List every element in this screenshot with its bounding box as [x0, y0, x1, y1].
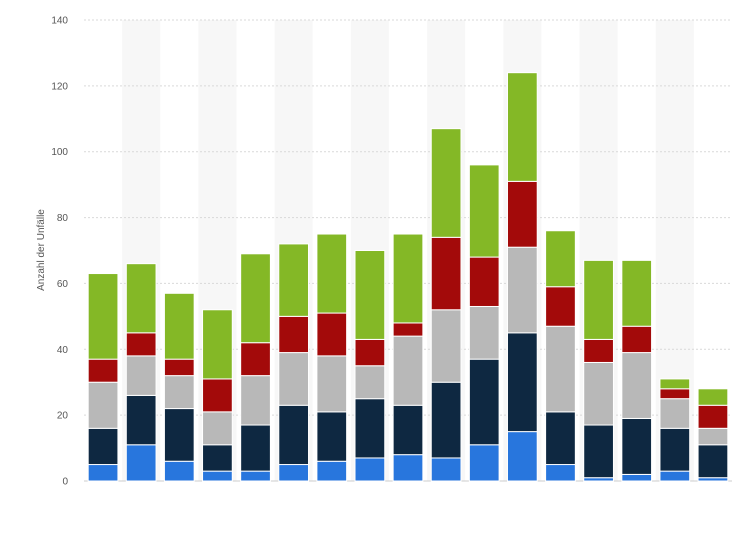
bar-segment [202, 470, 233, 482]
y-tick-labels: 0 20 40 60 80 100 120 140 [51, 16, 68, 488]
bar-segment [430, 236, 462, 311]
bar-segment [87, 381, 119, 429]
y-tick-label: 140 [51, 16, 68, 27]
bar-segment [659, 470, 691, 482]
bar-segment [468, 164, 500, 258]
bar-segment [240, 253, 271, 344]
bar-segment [621, 352, 653, 419]
bar-segment [392, 404, 424, 456]
bar-segment [316, 411, 348, 462]
bar-segment [354, 398, 386, 459]
bar-segment [697, 427, 729, 446]
bar-segment [659, 398, 691, 429]
bar-segment [583, 259, 614, 340]
bar-segment [202, 411, 233, 446]
bar-segment [659, 388, 691, 400]
bar-segment [430, 309, 462, 383]
bar-segment [240, 470, 271, 482]
bar-segment [87, 273, 119, 360]
bar-segment [545, 411, 576, 466]
bar-segment [202, 309, 233, 380]
y-axis-title: Anzahl der Unfälle [36, 209, 47, 291]
bar-segment [125, 444, 157, 482]
bar-segment [163, 408, 195, 462]
bar-segment [506, 246, 538, 334]
bar-segment [392, 335, 424, 406]
bar-segment [125, 355, 157, 396]
bar-segment [163, 292, 195, 360]
bar-segment [163, 358, 195, 377]
bar-segment [468, 358, 500, 446]
bar-segment [240, 375, 271, 426]
bar-segment [621, 473, 653, 482]
bar-segment [240, 424, 271, 472]
bar-segment [621, 325, 653, 354]
bar-segment [316, 233, 348, 314]
bar-segment [468, 256, 500, 307]
bar-segment [163, 375, 195, 410]
bar-segment [392, 322, 424, 337]
bar-segment [278, 464, 310, 482]
y-tick-label: 60 [57, 279, 69, 290]
bar-segment [87, 464, 119, 482]
bar-segment [278, 315, 310, 354]
bar-segment [659, 427, 691, 472]
y-tick-label: 120 [51, 81, 68, 92]
bar-segment [202, 378, 233, 413]
bar-segment [278, 352, 310, 406]
y-tick-label: 80 [57, 213, 69, 224]
bar-segment [545, 230, 576, 288]
bar-segment [125, 263, 157, 334]
bar-segment [583, 424, 614, 479]
bar-segment [240, 342, 271, 377]
bar-segment [278, 243, 310, 317]
bar-segment [87, 358, 119, 383]
bar-segment [392, 454, 424, 482]
bar-segment [354, 250, 386, 340]
bars [87, 72, 729, 482]
bar-segment [468, 305, 500, 360]
bar-segment [697, 404, 729, 429]
bar-segment [354, 338, 386, 367]
y-tick-label: 40 [57, 345, 69, 356]
bar-segment [430, 128, 462, 238]
bar-segment [163, 460, 195, 482]
bar-segment [316, 460, 348, 482]
bar-segment [87, 427, 119, 466]
bar-segment [545, 325, 576, 413]
bar-segment [583, 338, 614, 363]
y-tick-label: 0 [62, 477, 68, 488]
y-tick-label: 100 [51, 147, 68, 158]
bar-segment [621, 417, 653, 475]
bar-segment [392, 233, 424, 324]
bar-segment [316, 312, 348, 357]
bar-segment [506, 180, 538, 248]
bar-segment [125, 332, 157, 357]
bar-segment [697, 444, 729, 479]
bar-segment [506, 332, 538, 433]
bar-segment [430, 457, 462, 482]
bar-segment [468, 444, 500, 482]
bar-segment [583, 361, 614, 426]
bar-segment [278, 404, 310, 466]
bar-segment [316, 355, 348, 413]
bar-segment [697, 388, 729, 406]
bar-segment [545, 286, 576, 327]
bar-segment [354, 457, 386, 482]
bar-segment [354, 365, 386, 400]
bar-segment [545, 464, 576, 482]
bar-segment [506, 72, 538, 182]
bar-segment [659, 378, 691, 390]
bar-segment [506, 431, 538, 482]
bar-segment [202, 444, 233, 472]
y-tick-label: 20 [57, 411, 69, 422]
bar-segment [430, 381, 462, 459]
bar-segment [125, 394, 157, 446]
bar-segment [621, 259, 653, 327]
